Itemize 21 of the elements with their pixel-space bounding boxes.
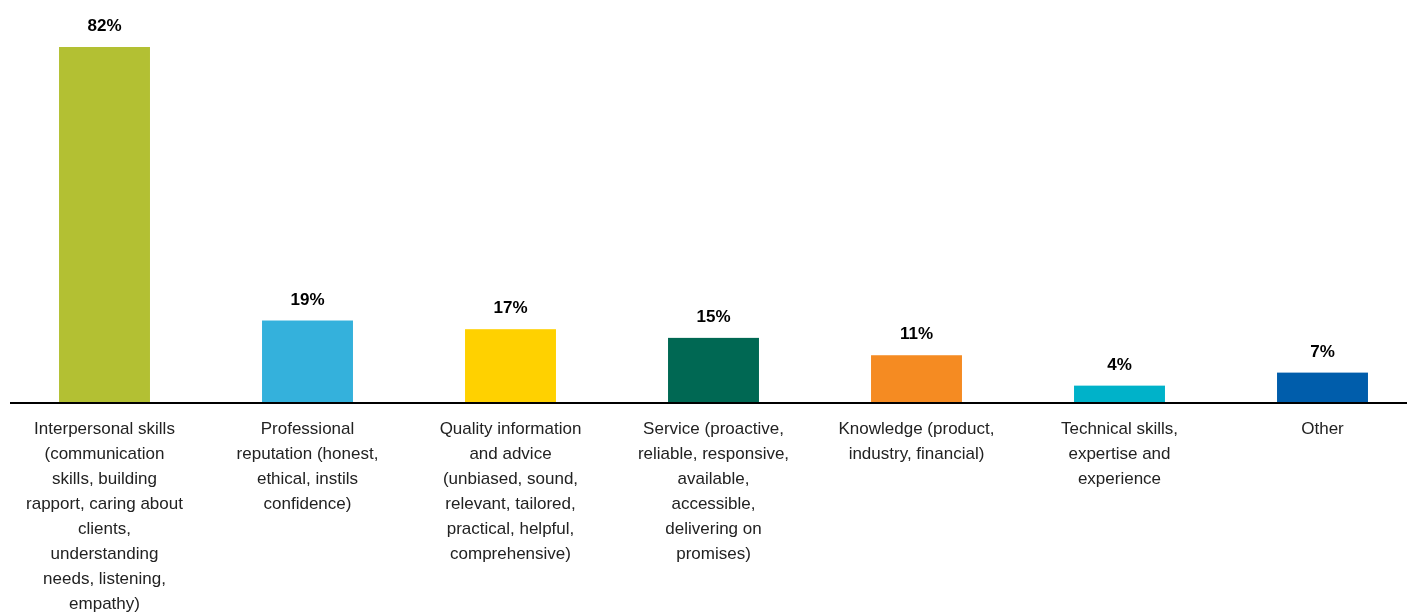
data-label: 15% (696, 306, 731, 326)
bar (465, 329, 556, 403)
data-label: 11% (899, 324, 934, 344)
x-tick-label: Knowledge (product, industry, financial) (838, 419, 995, 463)
x-tick-label: Professional reputation (honest, ethical, instils confidence) (236, 419, 379, 513)
x-tick-label: Service (proactive, reliable, responsive, available, accessible, delivering on promises) (637, 419, 790, 563)
bar (668, 337, 759, 403)
data-label: 82% (87, 16, 122, 35)
bar (871, 355, 962, 403)
x-tick-label: Other (1301, 419, 1345, 438)
data-label: 4% (1107, 354, 1132, 374)
data-label: 19% (290, 289, 325, 309)
bar (59, 47, 150, 403)
bar (1074, 385, 1165, 403)
x-tick-label: Quality information and advice (unbiased, sound, relevant, tailored, practical, helpful, comprehensive) (439, 419, 582, 563)
data-label: 17% (493, 298, 528, 318)
bar (262, 320, 353, 403)
x-tick-label: Interpersonal skills (communication skills, building rapport, caring about clients, understanding needs, listening, empathy) (26, 419, 184, 613)
x-tick-label: Technical skills, expertise and experience (1060, 419, 1179, 488)
bar (1277, 372, 1368, 403)
data-label: 7% (1310, 341, 1335, 361)
